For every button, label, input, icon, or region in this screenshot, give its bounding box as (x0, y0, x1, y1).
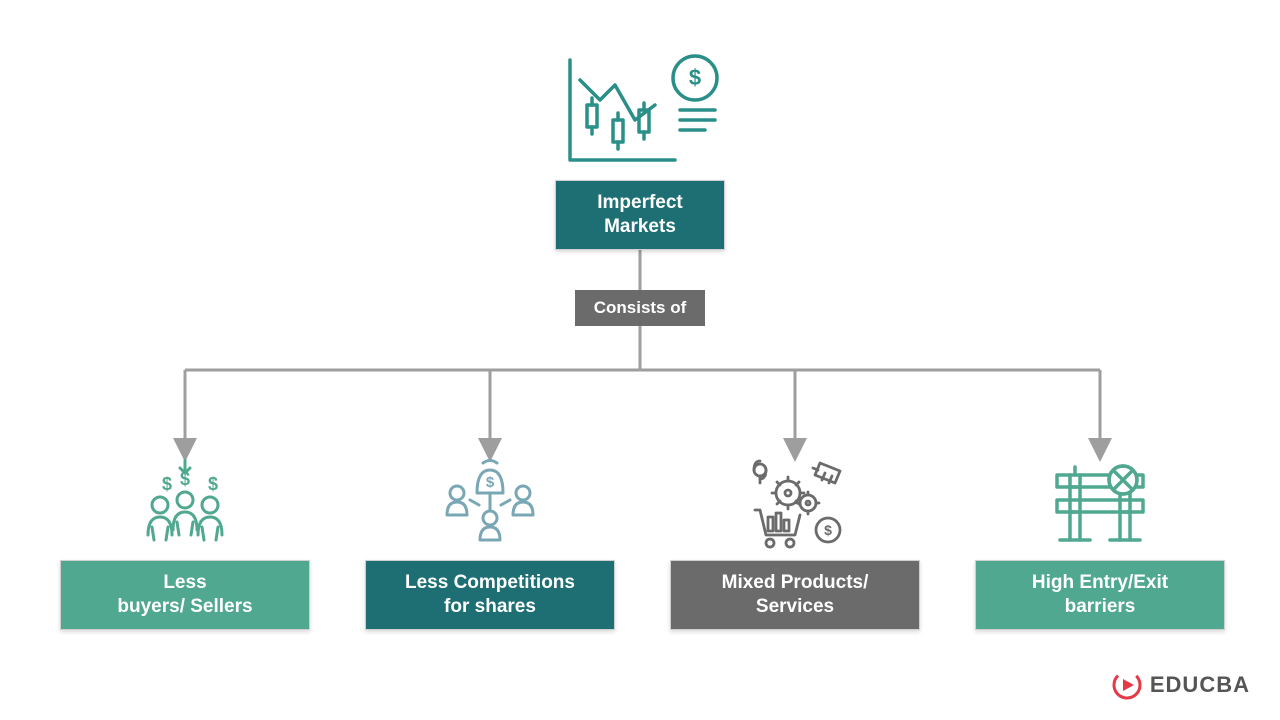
leaf-label: High Entry/Exitbarriers (1032, 571, 1168, 619)
diagram-root: $ ImperfectMarkets Consists of Lessbuyer… (0, 0, 1280, 720)
svg-text:$: $ (486, 474, 495, 491)
svg-text:$: $ (824, 522, 832, 538)
connector-label: Consists of (594, 298, 687, 318)
logo-icon (1112, 670, 1142, 700)
svg-text:$: $ (208, 474, 218, 494)
svg-text:$: $ (180, 469, 190, 489)
root-node: ImperfectMarkets (555, 180, 725, 250)
root-icon: $ (555, 50, 725, 170)
leaf-label: Mixed Products/Services (722, 571, 869, 619)
leaf-label: Less Competitionsfor shares (405, 571, 575, 619)
leaf-icon-high-barriers (1045, 455, 1155, 550)
leaf-label: Lessbuyers/ Sellers (117, 571, 252, 619)
leaf-less-buyers-sellers: Lessbuyers/ Sellers (60, 560, 310, 630)
svg-text:$: $ (162, 474, 172, 494)
logo: EDUCBA (1112, 670, 1250, 700)
leaf-less-competitions: Less Competitionsfor shares (365, 560, 615, 630)
leaf-icon-less-buyers-sellers: $ $ $ (130, 455, 240, 550)
leaf-icon-less-competitions: $ (435, 455, 545, 550)
logo-text: EDUCBA (1150, 672, 1250, 698)
root-label: ImperfectMarkets (597, 191, 683, 239)
leaf-icon-mixed-products: $ (740, 455, 850, 550)
svg-text:$: $ (689, 65, 701, 90)
leaf-high-barriers: High Entry/Exitbarriers (975, 560, 1225, 630)
leaf-mixed-products: Mixed Products/Services (670, 560, 920, 630)
connector-label-box: Consists of (575, 290, 705, 326)
